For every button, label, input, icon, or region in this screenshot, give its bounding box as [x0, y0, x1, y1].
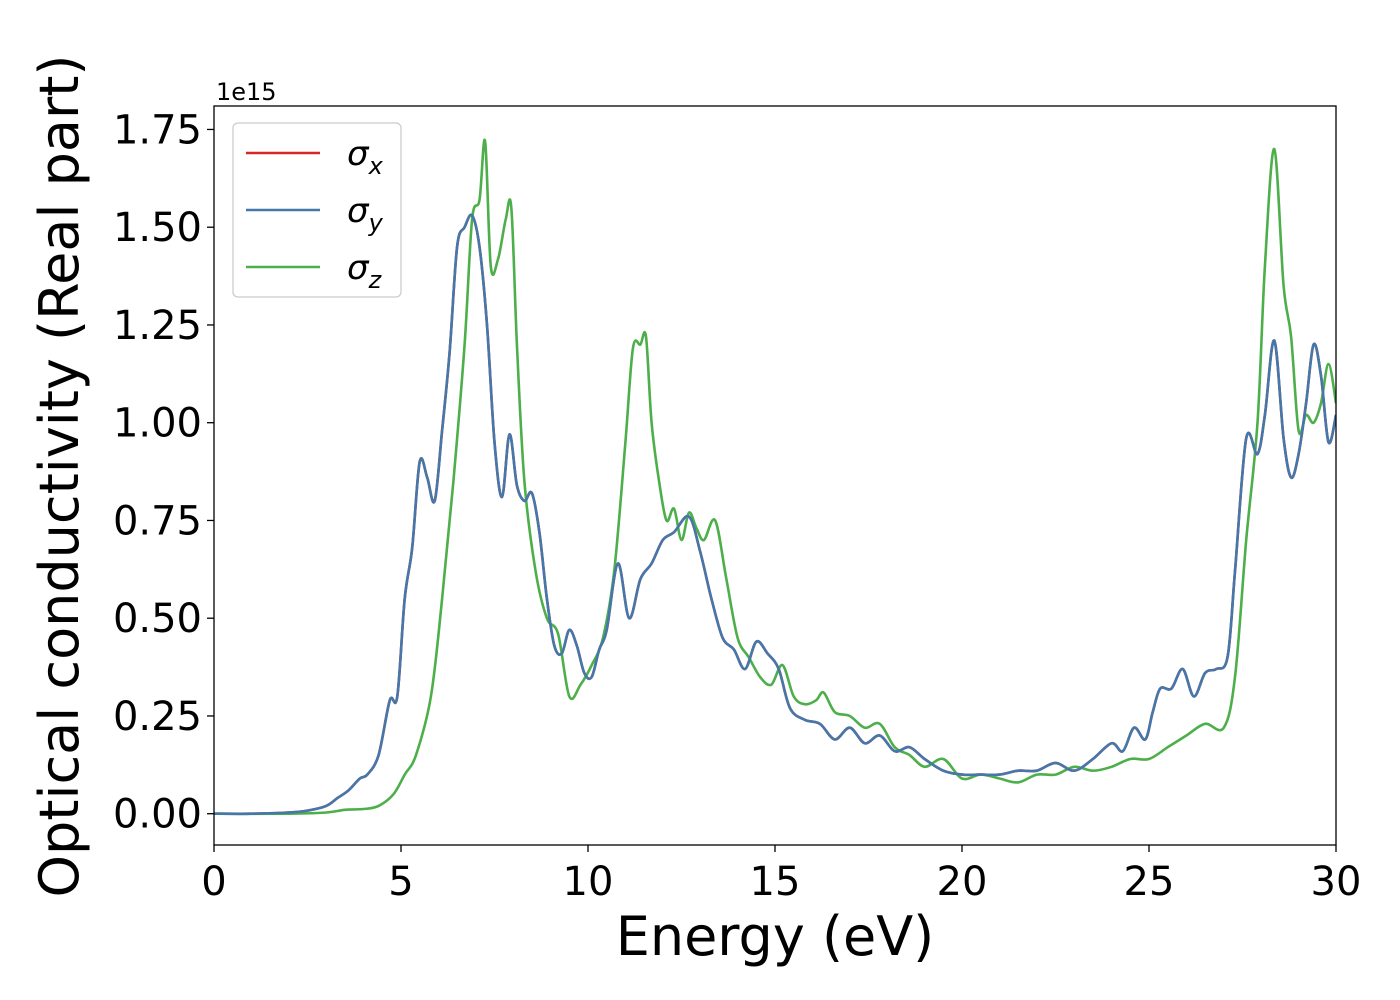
series-line-z: [214, 138, 1336, 816]
x-tick-label: 15: [750, 859, 801, 905]
x-tick-label: 5: [388, 859, 413, 905]
y-tick-label: 1.25: [113, 303, 202, 349]
y-tick-label: 0.25: [113, 694, 202, 740]
x-tick-label: 30: [1311, 859, 1362, 905]
y-tick-label: 0.50: [113, 596, 202, 642]
x-tick-label: 25: [1124, 859, 1175, 905]
legend-label-y: σy: [347, 191, 384, 237]
y-tick-label: 0.75: [113, 498, 202, 544]
x-tick-label: 20: [937, 859, 988, 905]
y-axis-label: Optical conductivity (Real part): [28, 55, 91, 898]
y-tick-label: 1.75: [113, 107, 202, 153]
legend-symbol: σ: [347, 191, 370, 231]
y-offset-label: 1e15: [216, 78, 277, 106]
legend-symbol: σ: [347, 248, 370, 288]
legend-label-x: σx: [347, 134, 384, 180]
legend-label-z: σz: [347, 248, 383, 294]
legend-subscript: z: [368, 266, 383, 294]
x-tick-label: 10: [563, 859, 614, 905]
y-axis: 0.00 0.25 0.50 0.75 1.00 1.25 1.50 1.75: [113, 107, 214, 838]
series-layer: [214, 138, 1336, 816]
y-tick-label: 0.00: [113, 792, 202, 838]
y-tick-label: 1.50: [113, 205, 202, 251]
legend-subscript: y: [368, 209, 384, 237]
x-tick-label: 0: [201, 859, 226, 905]
legend-subscript: x: [368, 152, 384, 180]
y-tick-label: 1.00: [113, 401, 202, 447]
x-axis: 0 5 10 15 20 25 30: [201, 845, 1361, 905]
series-line-y: [214, 213, 1336, 816]
legend-symbol: σ: [347, 134, 370, 174]
x-axis-label: Energy (eV): [616, 905, 935, 968]
